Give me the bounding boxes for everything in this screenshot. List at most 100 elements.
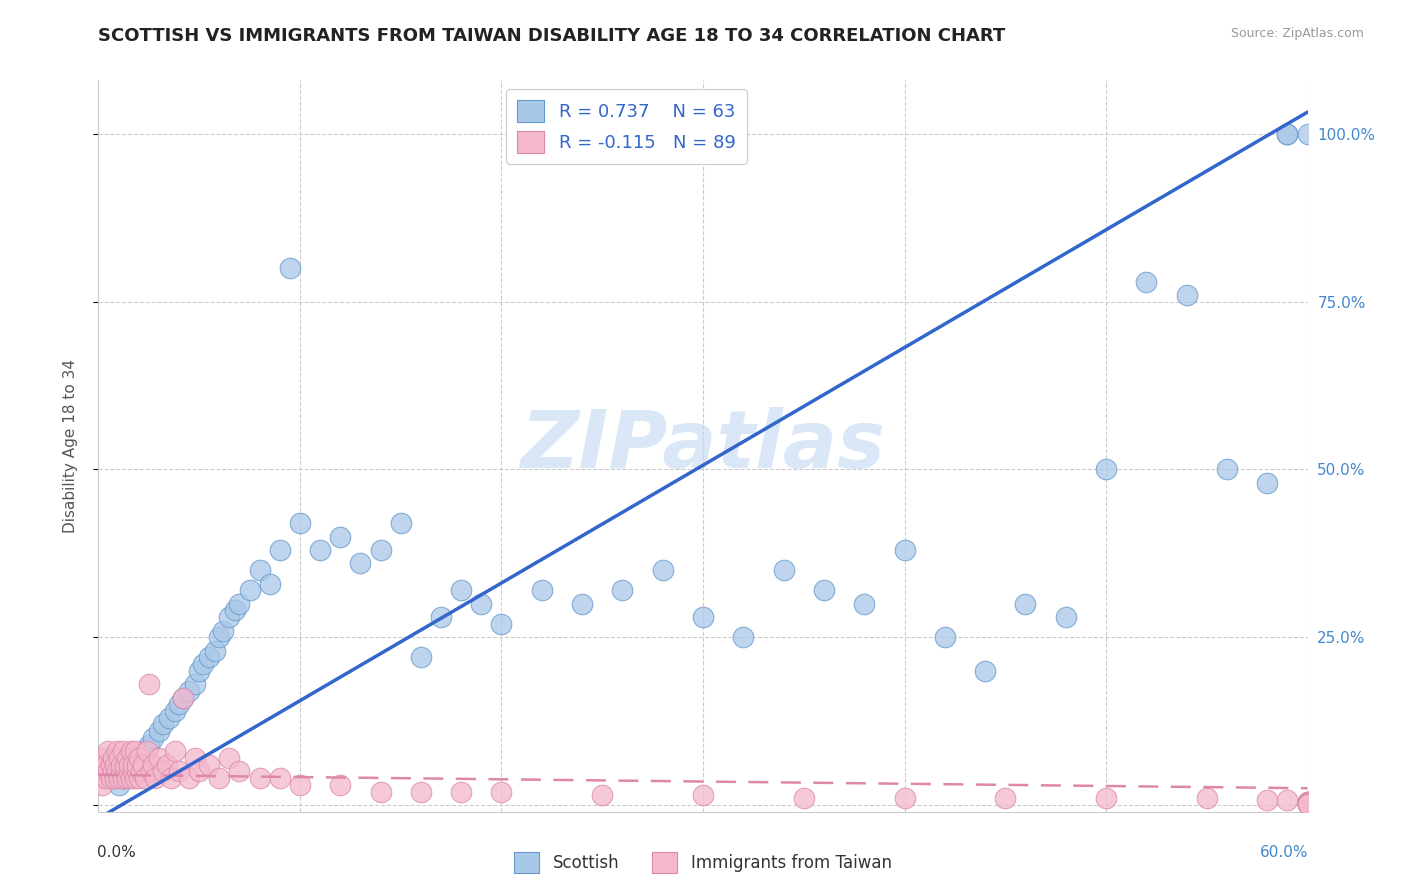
Point bbox=[1195, 791, 1218, 805]
Point bbox=[101, 764, 124, 779]
Point bbox=[204, 643, 226, 657]
Point bbox=[172, 690, 194, 705]
Point bbox=[772, 563, 794, 577]
Point bbox=[118, 757, 141, 772]
Point bbox=[110, 764, 132, 779]
Point bbox=[100, 771, 122, 785]
Point bbox=[124, 757, 146, 772]
Text: 60.0%: 60.0% bbox=[1260, 845, 1309, 860]
Point bbox=[591, 788, 613, 802]
Point bbox=[530, 583, 553, 598]
Point bbox=[167, 698, 190, 712]
Point bbox=[208, 630, 231, 644]
Point bbox=[118, 764, 141, 779]
Point bbox=[450, 784, 472, 798]
Point bbox=[138, 738, 160, 752]
Point bbox=[269, 771, 291, 785]
Point bbox=[288, 778, 311, 792]
Point bbox=[1296, 795, 1319, 809]
Point bbox=[148, 724, 170, 739]
Point bbox=[249, 563, 271, 577]
Point bbox=[135, 744, 157, 758]
Point bbox=[172, 690, 194, 705]
Point bbox=[1256, 475, 1278, 490]
Point bbox=[1277, 127, 1299, 141]
Point bbox=[188, 764, 211, 779]
Point bbox=[1054, 610, 1077, 624]
Point bbox=[125, 764, 148, 779]
Point bbox=[733, 630, 755, 644]
Point bbox=[120, 771, 142, 785]
Point bbox=[994, 791, 1017, 805]
Point bbox=[163, 744, 186, 758]
Point bbox=[157, 711, 180, 725]
Point bbox=[89, 771, 111, 785]
Point bbox=[278, 261, 301, 276]
Y-axis label: Disability Age 18 to 34: Disability Age 18 to 34 bbox=[63, 359, 77, 533]
Point bbox=[239, 583, 262, 598]
Point bbox=[91, 778, 114, 792]
Point bbox=[329, 778, 352, 792]
Point bbox=[101, 751, 124, 765]
Point bbox=[128, 751, 150, 765]
Point bbox=[139, 764, 162, 779]
Point bbox=[114, 764, 136, 779]
Point bbox=[1095, 791, 1118, 805]
Point bbox=[1135, 275, 1157, 289]
Legend: Scottish, Immigrants from Taiwan: Scottish, Immigrants from Taiwan bbox=[508, 846, 898, 880]
Point bbox=[118, 764, 141, 779]
Point bbox=[124, 771, 146, 785]
Point bbox=[129, 764, 152, 779]
Point bbox=[934, 630, 956, 644]
Point bbox=[1296, 796, 1319, 810]
Point bbox=[349, 557, 371, 571]
Point bbox=[1175, 288, 1198, 302]
Point bbox=[269, 543, 291, 558]
Point bbox=[370, 784, 392, 798]
Point bbox=[107, 778, 129, 792]
Point bbox=[142, 757, 165, 772]
Point bbox=[152, 717, 174, 731]
Point bbox=[409, 650, 432, 665]
Point bbox=[124, 744, 146, 758]
Point bbox=[132, 744, 155, 758]
Text: ZIPatlas: ZIPatlas bbox=[520, 407, 886, 485]
Point bbox=[470, 597, 492, 611]
Point bbox=[1277, 127, 1299, 141]
Point bbox=[120, 744, 142, 758]
Point bbox=[163, 704, 186, 718]
Point bbox=[651, 563, 673, 577]
Point bbox=[288, 516, 311, 531]
Point bbox=[128, 751, 150, 765]
Point bbox=[218, 610, 240, 624]
Point bbox=[228, 597, 250, 611]
Point bbox=[309, 543, 332, 558]
Point bbox=[198, 650, 221, 665]
Point bbox=[1296, 127, 1319, 141]
Point bbox=[93, 764, 115, 779]
Legend: R = 0.737    N = 63, R = -0.115   N = 89: R = 0.737 N = 63, R = -0.115 N = 89 bbox=[506, 89, 747, 164]
Point bbox=[571, 597, 593, 611]
Point bbox=[103, 771, 125, 785]
Point bbox=[218, 751, 240, 765]
Point bbox=[793, 791, 815, 805]
Point bbox=[370, 543, 392, 558]
Point bbox=[1296, 797, 1319, 811]
Point bbox=[193, 657, 215, 671]
Point bbox=[114, 757, 136, 772]
Point bbox=[1296, 796, 1319, 810]
Text: Source: ZipAtlas.com: Source: ZipAtlas.com bbox=[1230, 27, 1364, 40]
Point bbox=[1296, 797, 1319, 811]
Point bbox=[813, 583, 835, 598]
Point bbox=[134, 771, 156, 785]
Point bbox=[491, 616, 513, 631]
Point bbox=[179, 771, 201, 785]
Point bbox=[389, 516, 412, 531]
Point bbox=[1296, 797, 1319, 811]
Point bbox=[1216, 462, 1239, 476]
Point bbox=[121, 764, 143, 779]
Point bbox=[1277, 792, 1299, 806]
Point bbox=[1296, 795, 1319, 809]
Point bbox=[97, 744, 120, 758]
Point bbox=[105, 764, 128, 779]
